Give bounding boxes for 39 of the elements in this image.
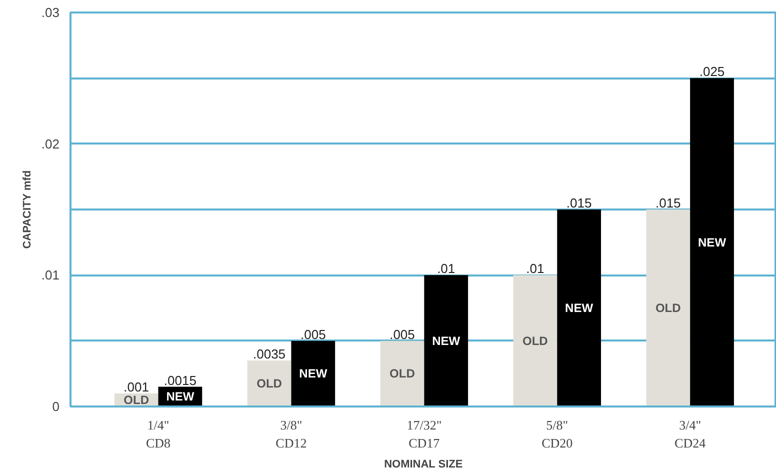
text: NEW [565,301,594,315]
text: NEW [299,366,328,381]
bar [513,275,558,406]
data-label: .0035 [253,346,286,362]
y-tick-label: .03 [41,5,60,20]
bar [247,360,292,406]
bar [380,340,424,406]
data-label: .001 [124,379,149,394]
data-label: .005 [390,326,415,342]
text: NEW [432,334,460,348]
y-tick-label: .02 [41,136,60,152]
text: OLD [390,366,415,381]
text: OLD [655,301,681,315]
text: OLD [256,376,282,391]
data-label: .015 [655,196,681,210]
data-label: .01 [526,261,544,276]
text: OLD [522,334,548,348]
data-label: .005 [300,326,326,342]
series-label: NEW [166,390,195,404]
x-tick-label: 3/8" CD12 [276,418,307,450]
x-tick-label: 3/4" CD24 [674,418,706,450]
bar [291,340,336,406]
bar [557,210,601,406]
x-tick-label: 5/8" CD20 [542,418,573,450]
bar [424,275,468,406]
y-tick-label: 0 [52,399,60,414]
x-tick-label: 1/4" CD8 [146,418,171,450]
series-label: OLD [124,392,150,407]
x-axis-title: NOMINAL SIZE [384,458,463,470]
y-axis-title: CAPACITY mfd [21,170,34,249]
bar [690,78,734,406]
text: NEW [698,235,726,250]
data-label: .0015 [164,372,196,388]
data-label: .015 [566,196,592,210]
x-tick-label: 17/32" CD17 [406,418,442,450]
y-tick-label: .01 [41,268,60,283]
bar [646,210,690,406]
data-label: .025 [699,64,725,80]
data-label: .01 [437,261,456,276]
